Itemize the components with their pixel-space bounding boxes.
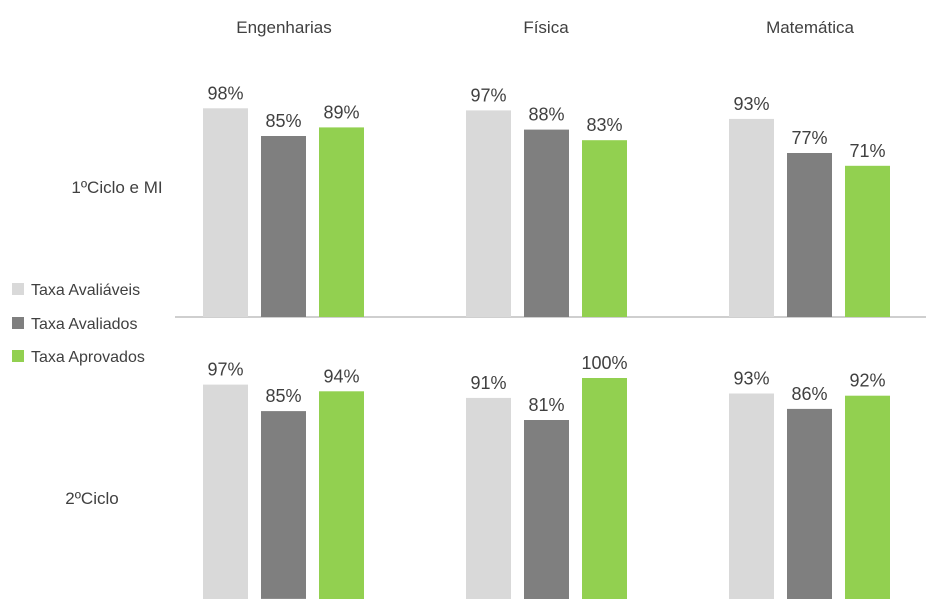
data-label-2-ciclo-engenharias-taxa-avaliados: 85%: [265, 386, 301, 406]
bar-2-ciclo-fisica-taxa-aprovados: [582, 378, 627, 599]
data-label-2-ciclo-engenharias-taxa-avaliaveis: 97%: [207, 360, 243, 380]
column-title-matematica: Matemática: [766, 18, 854, 37]
bar-1-ciclo-e-mi-engenharias-taxa-avaliados: [261, 136, 306, 317]
data-label-1-ciclo-e-mi-engenharias-taxa-avaliaveis: 98%: [207, 83, 243, 103]
legend-label-taxa-aprovados: Taxa Aprovados: [31, 349, 145, 366]
bar-1-ciclo-e-mi-engenharias-taxa-avaliaveis: [203, 108, 248, 317]
row-labels: 1ºCiclo e MI 2ºCiclo: [65, 178, 162, 508]
bar-1-ciclo-e-mi-matematica-taxa-avaliaveis: [729, 118, 774, 318]
data-label-1-ciclo-e-mi-engenharias-taxa-avaliados: 85%: [265, 111, 301, 131]
bar-2-ciclo-matematica-taxa-avaliados: [787, 408, 832, 599]
column-title-fisica: Física: [523, 18, 569, 37]
bar-1-ciclo-e-mi-engenharias-taxa-aprovados: [319, 127, 364, 318]
data-label-1-ciclo-e-mi-fisica-taxa-aprovados: 83%: [586, 115, 622, 135]
data-label-1-ciclo-e-mi-matematica-taxa-avaliados: 77%: [791, 128, 827, 148]
bar-1-ciclo-e-mi-matematica-taxa-avaliados: [787, 153, 832, 317]
bar-2-ciclo-matematica-taxa-aprovados: [845, 395, 890, 599]
bar-2-ciclo-fisica-taxa-avaliaveis: [466, 397, 511, 599]
bar-1-ciclo-e-mi-fisica-taxa-aprovados: [582, 140, 627, 317]
data-label-1-ciclo-e-mi-fisica-taxa-avaliados: 88%: [528, 105, 564, 125]
data-label-1-ciclo-e-mi-matematica-taxa-avaliaveis: 93%: [733, 94, 769, 114]
bar-2-ciclo-matematica-taxa-avaliaveis: [729, 393, 774, 599]
bar-1-ciclo-e-mi-fisica-taxa-avaliaveis: [466, 110, 511, 318]
data-labels-layer: 98% 85% 89% 97% 88% 83% 93% 77% 71% 97% 85% 94% 91% 8…: [207, 83, 885, 415]
row-label-2ciclo: 2ºCiclo: [65, 489, 118, 508]
data-label-2-ciclo-matematica-taxa-avaliados: 86%: [791, 384, 827, 404]
bar-2-ciclo-engenharias-taxa-avaliaveis: [203, 384, 248, 599]
bar-1-ciclo-e-mi-fisica-taxa-avaliados: [524, 129, 569, 317]
row-label-1ciclo: 1ºCiclo e MI: [71, 178, 162, 197]
legend-label-taxa-avaliaveis: Taxa Avaliáveis: [31, 282, 140, 299]
bars-layer: [203, 108, 890, 599]
bar-2-ciclo-engenharias-taxa-avaliados: [261, 411, 306, 599]
legend: Taxa Avaliáveis Taxa Avaliados Taxa Aprova…: [12, 282, 145, 366]
legend-swatch-taxa-avaliados: [12, 317, 24, 329]
legend-swatch-taxa-avaliaveis: [12, 283, 24, 295]
data-label-1-ciclo-e-mi-matematica-taxa-aprovados: 71%: [849, 141, 885, 161]
column-title-engenharias: Engenharias: [236, 18, 331, 37]
legend-swatch-taxa-aprovados: [12, 350, 24, 362]
bar-1-ciclo-e-mi-matematica-taxa-aprovados: [845, 165, 890, 317]
data-label-2-ciclo-matematica-taxa-aprovados: 92%: [849, 371, 885, 391]
bar-2-ciclo-fisica-taxa-avaliados: [524, 420, 569, 599]
bar-2-ciclo-engenharias-taxa-aprovados: [319, 391, 364, 599]
data-label-2-ciclo-engenharias-taxa-aprovados: 94%: [323, 366, 359, 386]
data-label-2-ciclo-fisica-taxa-avaliados: 81%: [528, 395, 564, 415]
legend-label-taxa-avaliados: Taxa Avaliados: [31, 316, 137, 333]
column-titles: Engenharias Física Matemática: [236, 18, 854, 37]
data-label-2-ciclo-fisica-taxa-aprovados: 100%: [581, 353, 627, 373]
data-label-1-ciclo-e-mi-engenharias-taxa-aprovados: 89%: [323, 102, 359, 122]
data-label-1-ciclo-e-mi-fisica-taxa-avaliaveis: 97%: [470, 85, 506, 105]
data-label-2-ciclo-fisica-taxa-avaliaveis: 91%: [470, 373, 506, 393]
data-label-2-ciclo-matematica-taxa-avaliaveis: 93%: [733, 369, 769, 389]
